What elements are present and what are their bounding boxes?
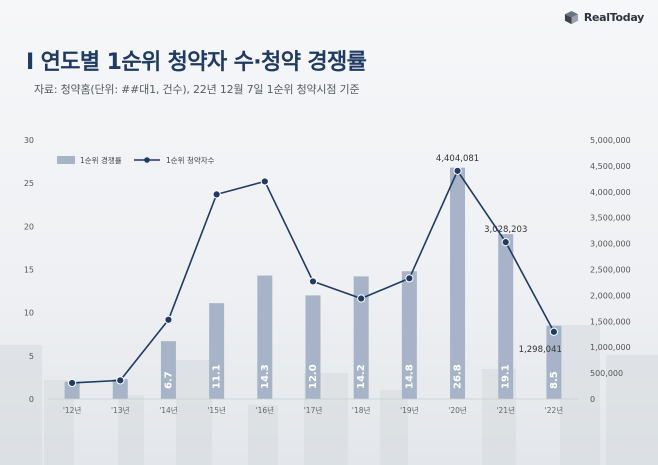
skyline-building (248, 405, 278, 465)
y-left-tick-label: 25 (24, 179, 34, 188)
skyline-building (176, 360, 212, 465)
bar (112, 379, 128, 399)
bar-data-label: 12.0 (308, 364, 319, 389)
y-right-tick-label: 1,000,000 (590, 343, 631, 352)
skyline-building (118, 395, 144, 465)
line-point (501, 238, 510, 247)
y-left-tick-label: 30 (24, 136, 34, 145)
bar-data-label: 6.7 (163, 371, 174, 389)
x-axis: '12년 '13년 '14년 '15년 '16년 '17년 '18년 '19년 '20년 '21년… (48, 398, 578, 415)
bar (353, 276, 369, 399)
y-left-tick-label: 0 (29, 395, 34, 404)
brand-name: RealToday (583, 11, 644, 24)
y-right-tick-label: 3,500,000 (590, 214, 631, 223)
line-series: 4,404,081 3,028,203 1,298,041 (67, 154, 562, 388)
skyline-building (0, 345, 42, 465)
x-tick-label: '19년 (400, 405, 419, 415)
line-data-label: 1,298,041 (519, 345, 562, 355)
y-right-tick-label: 4,500,000 (590, 162, 631, 171)
x-tick-label: '12년 (63, 405, 82, 415)
line-data-label: 4,404,081 (436, 154, 479, 164)
x-tick-label: '18년 (352, 405, 371, 415)
brand-logo: RealToday (564, 10, 644, 25)
x-tick-label: '17년 (304, 405, 323, 415)
bar (209, 303, 225, 399)
y-right-tick-label: 2,000,000 (590, 291, 631, 300)
bar (160, 341, 176, 399)
y-right-tick-label: 5,000,000 (590, 136, 631, 145)
bar-data-label: 11.1 (212, 364, 223, 389)
line-point (67, 378, 77, 388)
bar-data-label: 19.1 (501, 364, 512, 389)
line-point (260, 177, 269, 186)
y-right-tick-label: 2,500,000 (590, 266, 631, 275)
line-data-label: 3,028,203 (484, 225, 527, 235)
skyline-building (560, 325, 600, 465)
y-right-tick-label: 500,000 (590, 369, 623, 378)
cube-icon (564, 10, 578, 25)
line-point (212, 190, 221, 199)
bar (450, 167, 466, 399)
y-left-tick-label: 10 (24, 309, 34, 318)
bar (257, 275, 273, 399)
y-right-tick-label: 0 (590, 395, 595, 404)
y-left-tick-label: 20 (24, 222, 34, 231)
skyline-building (380, 390, 408, 465)
x-tick-label: '14년 (159, 405, 178, 415)
legend-bar-label: 1순위 경쟁률 (80, 155, 122, 165)
bar-data-label: 14.3 (260, 364, 271, 389)
legend-line-label: 1순위 청약자수 (166, 155, 215, 165)
line-point (164, 315, 173, 324)
x-tick-label: '13년 (111, 405, 130, 415)
line-point (549, 327, 559, 336)
legend-line-marker (144, 157, 150, 163)
bar-data-label: 26.8 (453, 364, 464, 389)
line-point (308, 277, 318, 286)
bar-data-label: 14.2 (356, 364, 367, 389)
line-point (453, 166, 462, 175)
y-right-tick-label: 1,500,000 (590, 317, 631, 326)
legend: 1순위 경쟁률 1순위 청약자수 (57, 155, 215, 165)
line-point (405, 274, 414, 283)
y-left-tick-label: 5 (29, 352, 34, 361)
bar (64, 381, 80, 399)
bar (498, 234, 514, 399)
skyline-building (606, 355, 658, 465)
bar-series: 6.7 11.1 14.3 12.0 14.2 14.8 26.8 19.1 8.5 (64, 167, 562, 399)
x-tick-label: '20년 (448, 405, 467, 415)
line-point (357, 294, 366, 303)
x-tick-label: '22년 (545, 405, 564, 415)
y-axis-right: 0 500,000 1,000,000 1,500,000 2,000,000 2,500… (590, 136, 631, 404)
legend-bar-swatch (57, 156, 75, 164)
page-subtitle: 자료: 청약홈(단위: ##대1, 건수), 22년 12월 7일 1순위 청약… (34, 83, 360, 96)
x-tick-label: '16년 (256, 405, 275, 415)
x-tick-label: '21년 (496, 405, 515, 415)
bar-data-label: 14.8 (404, 364, 415, 389)
line-point (116, 376, 125, 385)
y-right-tick-label: 4,000,000 (590, 188, 631, 197)
page-title: I 연도별 1순위 청약자 수·청약 경쟁률 (26, 50, 367, 75)
y-left-tick-label: 15 (24, 266, 34, 275)
bar-data-label: 8.5 (549, 371, 560, 389)
bar (546, 325, 562, 399)
bar (401, 271, 417, 399)
x-tick-label: '15년 (207, 405, 226, 415)
y-axis-left: 0 5 10 15 20 25 30 (24, 136, 34, 404)
y-right-tick-label: 3,000,000 (590, 240, 631, 249)
bar (305, 295, 321, 399)
